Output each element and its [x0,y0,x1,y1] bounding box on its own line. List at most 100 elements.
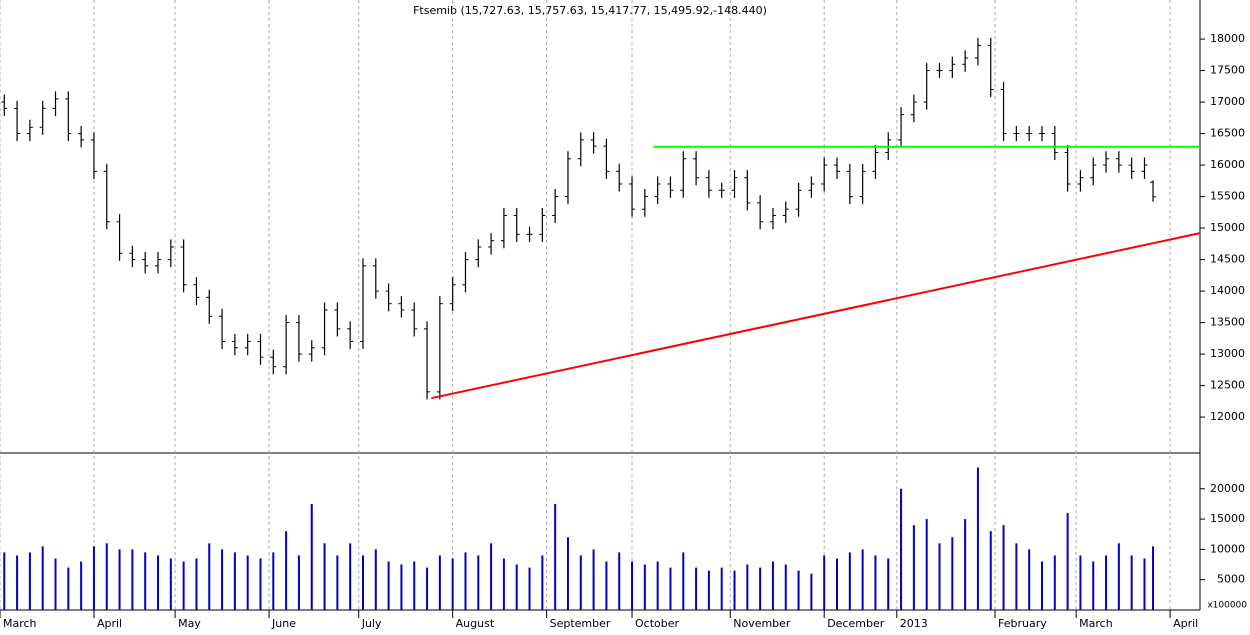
volume-bar [707,570,710,610]
volume-bar [438,555,441,610]
volume-bar [848,552,851,610]
volume-bar [67,567,70,610]
volume-bar [323,543,326,610]
volume-bar [118,549,121,610]
volume-bar [643,564,646,610]
volume-bar [41,546,44,610]
volume-bar [310,503,313,610]
volume-bar [989,531,992,610]
volume-bar [169,558,172,610]
volume-bar [182,561,185,610]
volume-bar [336,555,339,610]
volume-bar [387,561,390,610]
volume-bar [695,567,698,610]
volume-bar [669,567,672,610]
volume-bar [925,519,928,610]
y-tick-label: 12000 [1210,410,1245,423]
volume-bar [349,543,352,610]
volume-tick-label: 5000 [1217,573,1245,586]
volume-bar [682,552,685,610]
volume-bar [28,552,31,610]
volume-bar [246,555,249,610]
volume-bar [157,555,160,610]
volume-bar [1015,543,1018,610]
volume-bar [297,555,300,610]
volume-bar [195,558,198,610]
x-tick-label: April [1173,617,1198,630]
y-tick-label: 12500 [1210,379,1245,392]
volume-bar [490,543,493,610]
x-tick-label: November [733,617,791,630]
volume-bar [900,488,903,610]
volume-bar [54,558,57,610]
volume-bar [1040,561,1043,610]
volume-bar [631,561,634,610]
volume-bar [861,549,864,610]
y-tick-label: 16000 [1210,158,1245,171]
volume-bar [1105,555,1108,610]
x-tick-label: September [550,617,611,630]
volume-bar [259,558,262,610]
volume-bar [3,552,6,610]
trend-line [431,232,1201,400]
volume-bar [413,561,416,610]
y-tick-label: 17500 [1210,64,1245,77]
volume-bar [1066,513,1069,610]
volume-bar [964,519,967,610]
volume-bar [1053,555,1056,610]
volume-bar [105,543,108,610]
volume-bar [361,555,364,610]
y-tick-label: 15000 [1210,221,1245,234]
volume-bar [502,558,505,610]
volume-bar [80,561,83,610]
volume-bar [771,561,774,610]
volume-bar [1002,525,1005,610]
x-tick-label: May [178,617,201,630]
chart-title: Ftsemib (15,727.63, 15,757.63, 15,417.77… [413,4,767,17]
x-tick-label: June [271,617,296,630]
volume-bar [1028,549,1031,610]
volume-bar [131,549,134,610]
y-tick-label: 18000 [1210,32,1245,45]
volume-bar [208,543,211,610]
volume-bar [784,564,787,610]
volume-bar [656,561,659,610]
volume-tick-label: 10000 [1210,542,1245,555]
x-tick-label: February [998,617,1047,630]
volume-bar [887,558,890,610]
volume-bar [400,564,403,610]
volume-bar [1152,546,1155,610]
volume-bar [823,555,826,610]
volume-bar [1117,543,1120,610]
volume-bar [464,552,467,610]
volume-unit: x100000 [1207,601,1247,611]
volume-bar [605,561,608,610]
x-tick-label: 2013 [900,617,928,630]
volume-bar [554,503,557,610]
volume-bar [515,564,518,610]
y-tick-label: 16500 [1210,127,1245,140]
x-tick-label: March [1079,617,1113,630]
volume-bar [579,555,582,610]
volume-tick-label: 15000 [1210,512,1245,525]
y-tick-label: 14000 [1210,284,1245,297]
volume-bar [836,558,839,610]
volume-tick-label: 20000 [1210,482,1245,495]
volume-bar [477,555,480,610]
volume-bar [528,567,531,610]
volume-bar [746,564,749,610]
volume-bar [1079,555,1082,610]
volume-bar [272,552,275,610]
volume-bar [938,543,941,610]
volume-bar [16,555,19,610]
volume-bar [874,555,877,610]
volume-bar [720,567,723,610]
volume-bar [733,570,736,610]
x-tick-label: December [827,617,885,630]
volume-bar [618,552,621,610]
y-tick-label: 15500 [1210,190,1245,203]
volume-bar [912,525,915,610]
volume-bar [92,546,95,610]
